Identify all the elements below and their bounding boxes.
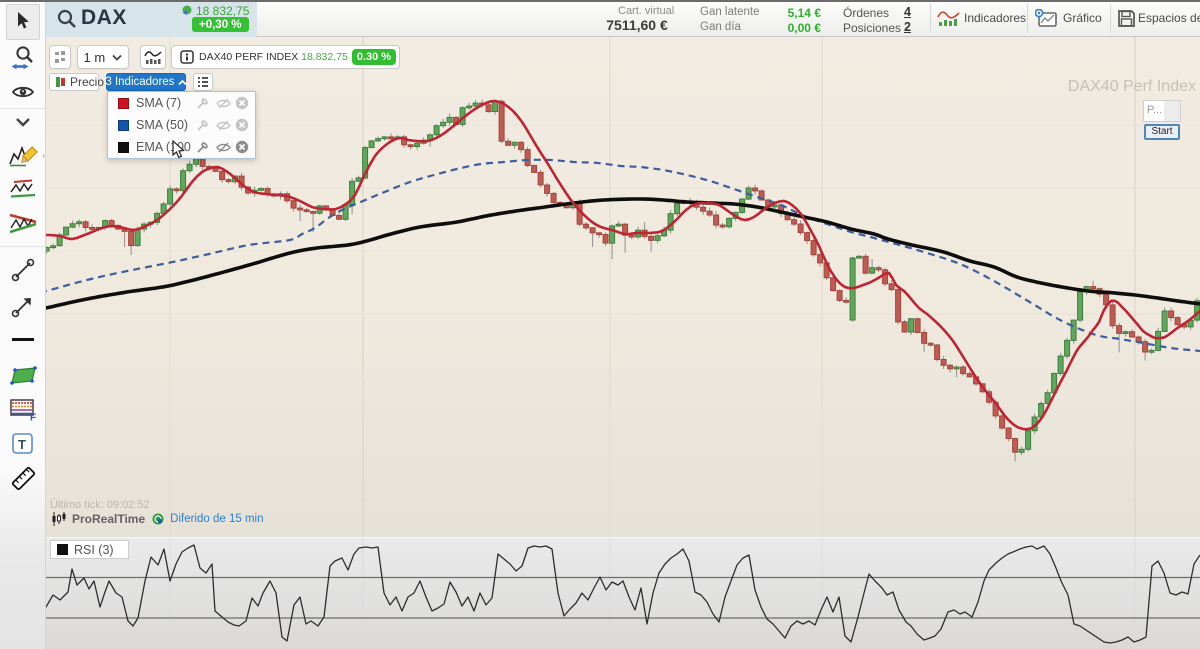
svg-text:T: T: [18, 437, 26, 452]
svg-text:F: F: [30, 413, 36, 422]
